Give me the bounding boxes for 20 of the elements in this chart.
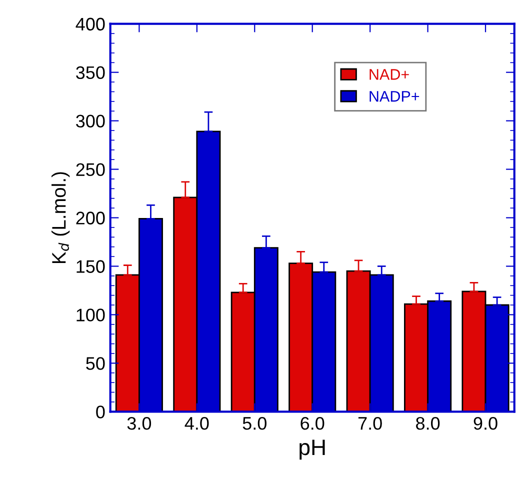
x-tick-label: 8.0: [416, 416, 440, 430]
y-tick-label: 50: [86, 357, 105, 370]
x-tick-label: 5.0: [242, 416, 266, 430]
x-tick-label: 4.0: [184, 416, 209, 430]
y-tick-label: 0: [96, 406, 105, 418]
y-tick-label: 400: [76, 18, 105, 31]
y-tick-label: 300: [76, 114, 105, 128]
y-tick-label: 200: [76, 212, 105, 224]
x-tick-label: 3.0: [127, 416, 152, 430]
x-tick-label: 7.0: [358, 416, 382, 430]
y-tick-label: 150: [76, 260, 105, 273]
y-tick-label: 250: [76, 163, 105, 176]
x-axis-title: pH: [300, 440, 325, 460]
legend-label: NADP+: [370, 91, 420, 102]
x-tick-label: 6.0: [300, 416, 324, 430]
x-tick-label: 9.0: [474, 416, 498, 430]
y-tick-label: 350: [76, 66, 105, 80]
y-tick-label: 100: [76, 308, 105, 322]
legend-label: NAD+: [370, 69, 409, 80]
y-axis-title: K$_{d}$ (L.mol.): [52, 172, 70, 264]
